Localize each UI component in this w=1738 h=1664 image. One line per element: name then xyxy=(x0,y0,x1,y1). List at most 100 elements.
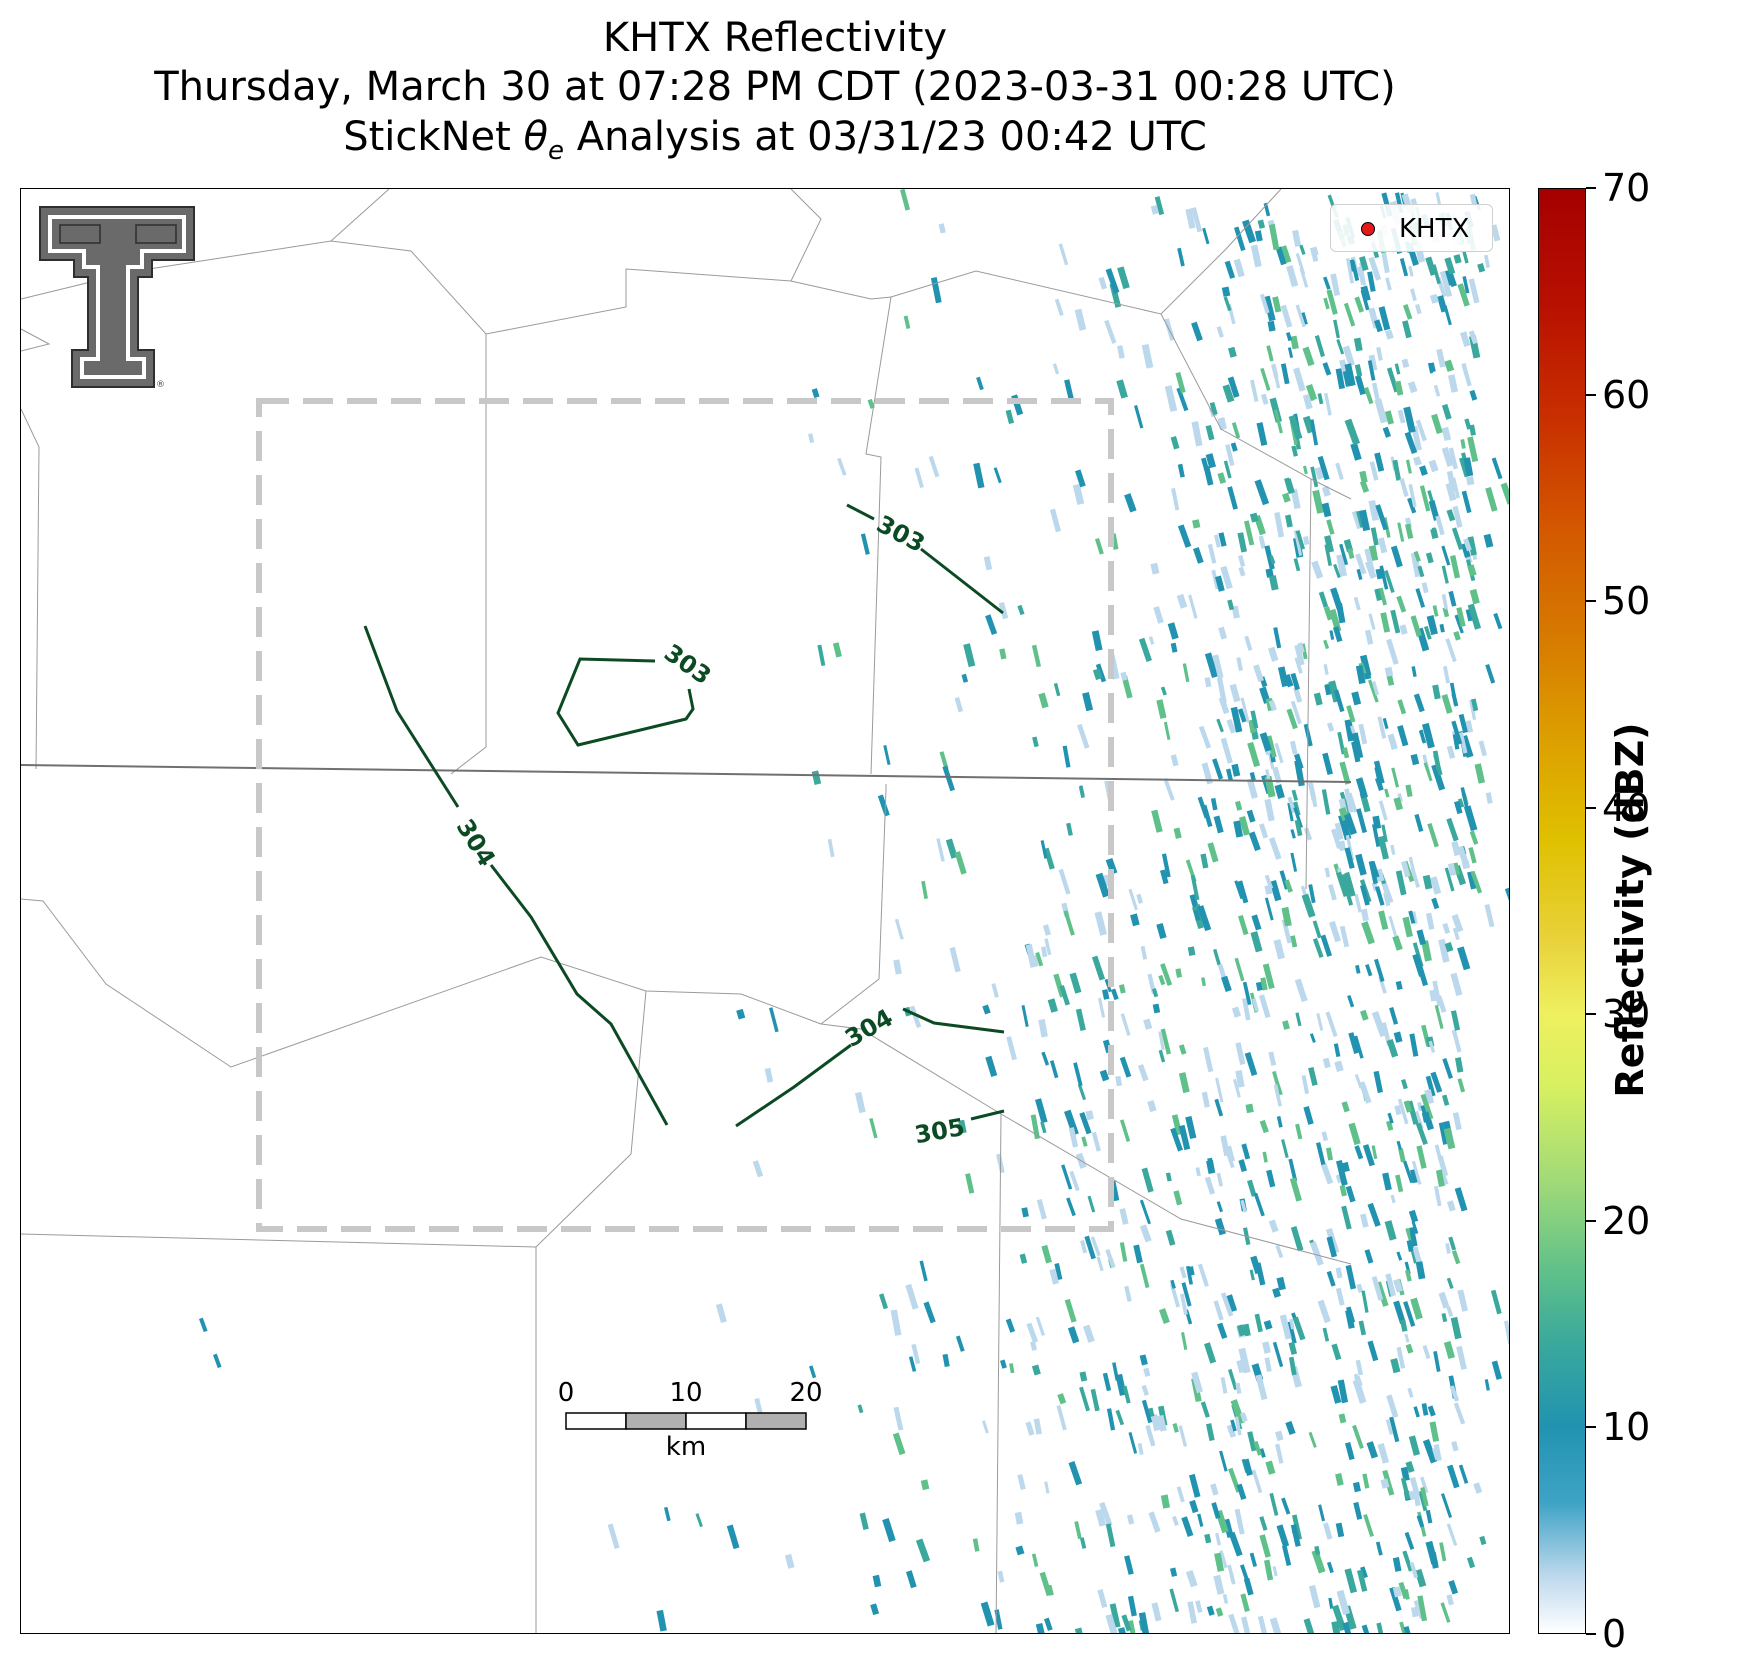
echo-pixel xyxy=(1345,1264,1357,1290)
echo-pixel xyxy=(1078,786,1085,799)
echo-pixel xyxy=(1249,1269,1255,1281)
echo-pixel xyxy=(1105,1613,1118,1633)
echo-pixel xyxy=(1354,1145,1364,1160)
echo-pixel xyxy=(1504,1320,1509,1345)
echo-pixel xyxy=(1392,1586,1402,1598)
echo-pixel xyxy=(1011,394,1024,416)
echo-pixel xyxy=(1308,884,1316,904)
echo-pixel xyxy=(1368,613,1376,630)
echo-pixel xyxy=(1190,874,1200,901)
echo-pixel xyxy=(1214,534,1221,548)
echo-pixel xyxy=(1017,1474,1026,1490)
echo-pixel xyxy=(1323,606,1334,621)
echo-pixel xyxy=(859,1512,869,1530)
echo-pixel xyxy=(1269,555,1276,565)
echo-pixel xyxy=(1326,289,1338,315)
echo-pixel xyxy=(1128,1620,1137,1633)
echo-pixel xyxy=(1429,293,1439,304)
echo-pixel xyxy=(1176,387,1189,412)
echo-pixel xyxy=(1267,320,1276,332)
echo-pixel xyxy=(1193,547,1204,564)
echo-pixel xyxy=(1234,1416,1242,1436)
echo-pixel xyxy=(1417,1595,1428,1622)
echo-pixel xyxy=(1005,409,1015,425)
echo-pixel xyxy=(1317,455,1330,481)
echo-pixel xyxy=(1069,1170,1080,1192)
echo-pixel xyxy=(1266,735,1277,758)
echo-pixel xyxy=(1040,1121,1047,1134)
echo-pixel xyxy=(1253,1192,1265,1217)
echo-pixel xyxy=(1404,431,1418,455)
echo-pixel xyxy=(1177,247,1185,267)
echo-pixel xyxy=(1467,536,1477,556)
echo-pixel xyxy=(1264,1357,1272,1372)
colorbar-tick-mark xyxy=(1586,1013,1596,1016)
echo-pixel xyxy=(1408,1490,1416,1501)
echo-pixel xyxy=(1141,1167,1154,1193)
echo-pixel xyxy=(837,457,847,476)
echo-pixel xyxy=(1408,483,1417,508)
echo-pixel xyxy=(1397,522,1405,542)
echo-pixel xyxy=(1415,1122,1428,1145)
echo-pixel xyxy=(1454,800,1463,815)
echo-pixel xyxy=(1145,1424,1156,1447)
echo-pixel xyxy=(1294,644,1305,666)
echo-pixel xyxy=(1268,575,1279,591)
echo-pixel xyxy=(1322,1327,1330,1342)
echo-pixel xyxy=(1247,1179,1257,1197)
echo-pixel xyxy=(1341,1101,1350,1113)
echo-pixel xyxy=(1360,908,1369,922)
echo-pixel xyxy=(1444,359,1455,373)
echo-pixel xyxy=(1321,1131,1329,1142)
echo-pixel xyxy=(1351,691,1362,706)
echo-pixel xyxy=(1207,842,1219,863)
echo-pixel xyxy=(1187,1601,1198,1624)
echo-pixel xyxy=(1285,514,1293,528)
echo-pixel xyxy=(1105,857,1118,875)
map-panel[interactable]: 303 303 304 304 305 0 10 20 km xyxy=(20,188,1510,1634)
echo-pixel xyxy=(1158,974,1166,986)
echo-pixel xyxy=(998,601,1009,620)
echo-pixel xyxy=(1410,288,1417,302)
echo-pixel xyxy=(1275,1443,1284,1464)
echo-pixel xyxy=(1339,925,1350,948)
echo-pixel xyxy=(1394,363,1401,375)
echo-pixel xyxy=(1462,276,1470,294)
echo-pixel xyxy=(1336,871,1349,897)
echo-pixel xyxy=(1466,1556,1476,1569)
echo-pixel xyxy=(1336,339,1345,355)
echo-pixel xyxy=(958,1119,967,1134)
echo-pixel xyxy=(936,838,945,862)
echo-pixel xyxy=(1421,940,1432,962)
echo-pixel xyxy=(1346,705,1356,723)
echo-pixel xyxy=(1140,945,1148,960)
echo-pixel xyxy=(1152,988,1159,998)
echo-pixel xyxy=(1128,1432,1138,1454)
echo-pixel xyxy=(1143,1367,1151,1377)
echo-pixel xyxy=(1485,486,1498,512)
echo-pixel xyxy=(1485,664,1496,684)
echo-pixel xyxy=(1405,459,1412,474)
echo-pixel xyxy=(1268,1219,1279,1233)
echo-pixel xyxy=(1454,614,1464,634)
echo-pixel xyxy=(1044,1617,1053,1631)
echo-pixel xyxy=(1415,1261,1426,1280)
echo-pixel xyxy=(939,751,949,770)
echo-pixel xyxy=(1363,1514,1374,1537)
echo-pixel xyxy=(1373,1070,1383,1094)
echo-pixel xyxy=(1384,410,1395,425)
echo-pixel xyxy=(1133,1244,1143,1264)
echo-pixel xyxy=(1338,1413,1347,1424)
echo-pixel xyxy=(1414,1568,1427,1588)
analysis-suffix: Analysis at 03/31/23 00:42 UTC xyxy=(563,114,1207,160)
echo-pixel xyxy=(1148,636,1155,645)
echo-pixel xyxy=(1341,1205,1352,1230)
echo-pixel xyxy=(1170,1279,1176,1289)
analysis-prefix: StickNet xyxy=(343,114,524,160)
echo-pixel xyxy=(1239,816,1250,836)
echo-pixel xyxy=(1403,304,1413,320)
echo-pixel xyxy=(1344,788,1354,813)
echo-pixel xyxy=(1404,1333,1410,1343)
echo-pixel xyxy=(1458,798,1465,808)
echo-pixel xyxy=(1292,229,1302,247)
